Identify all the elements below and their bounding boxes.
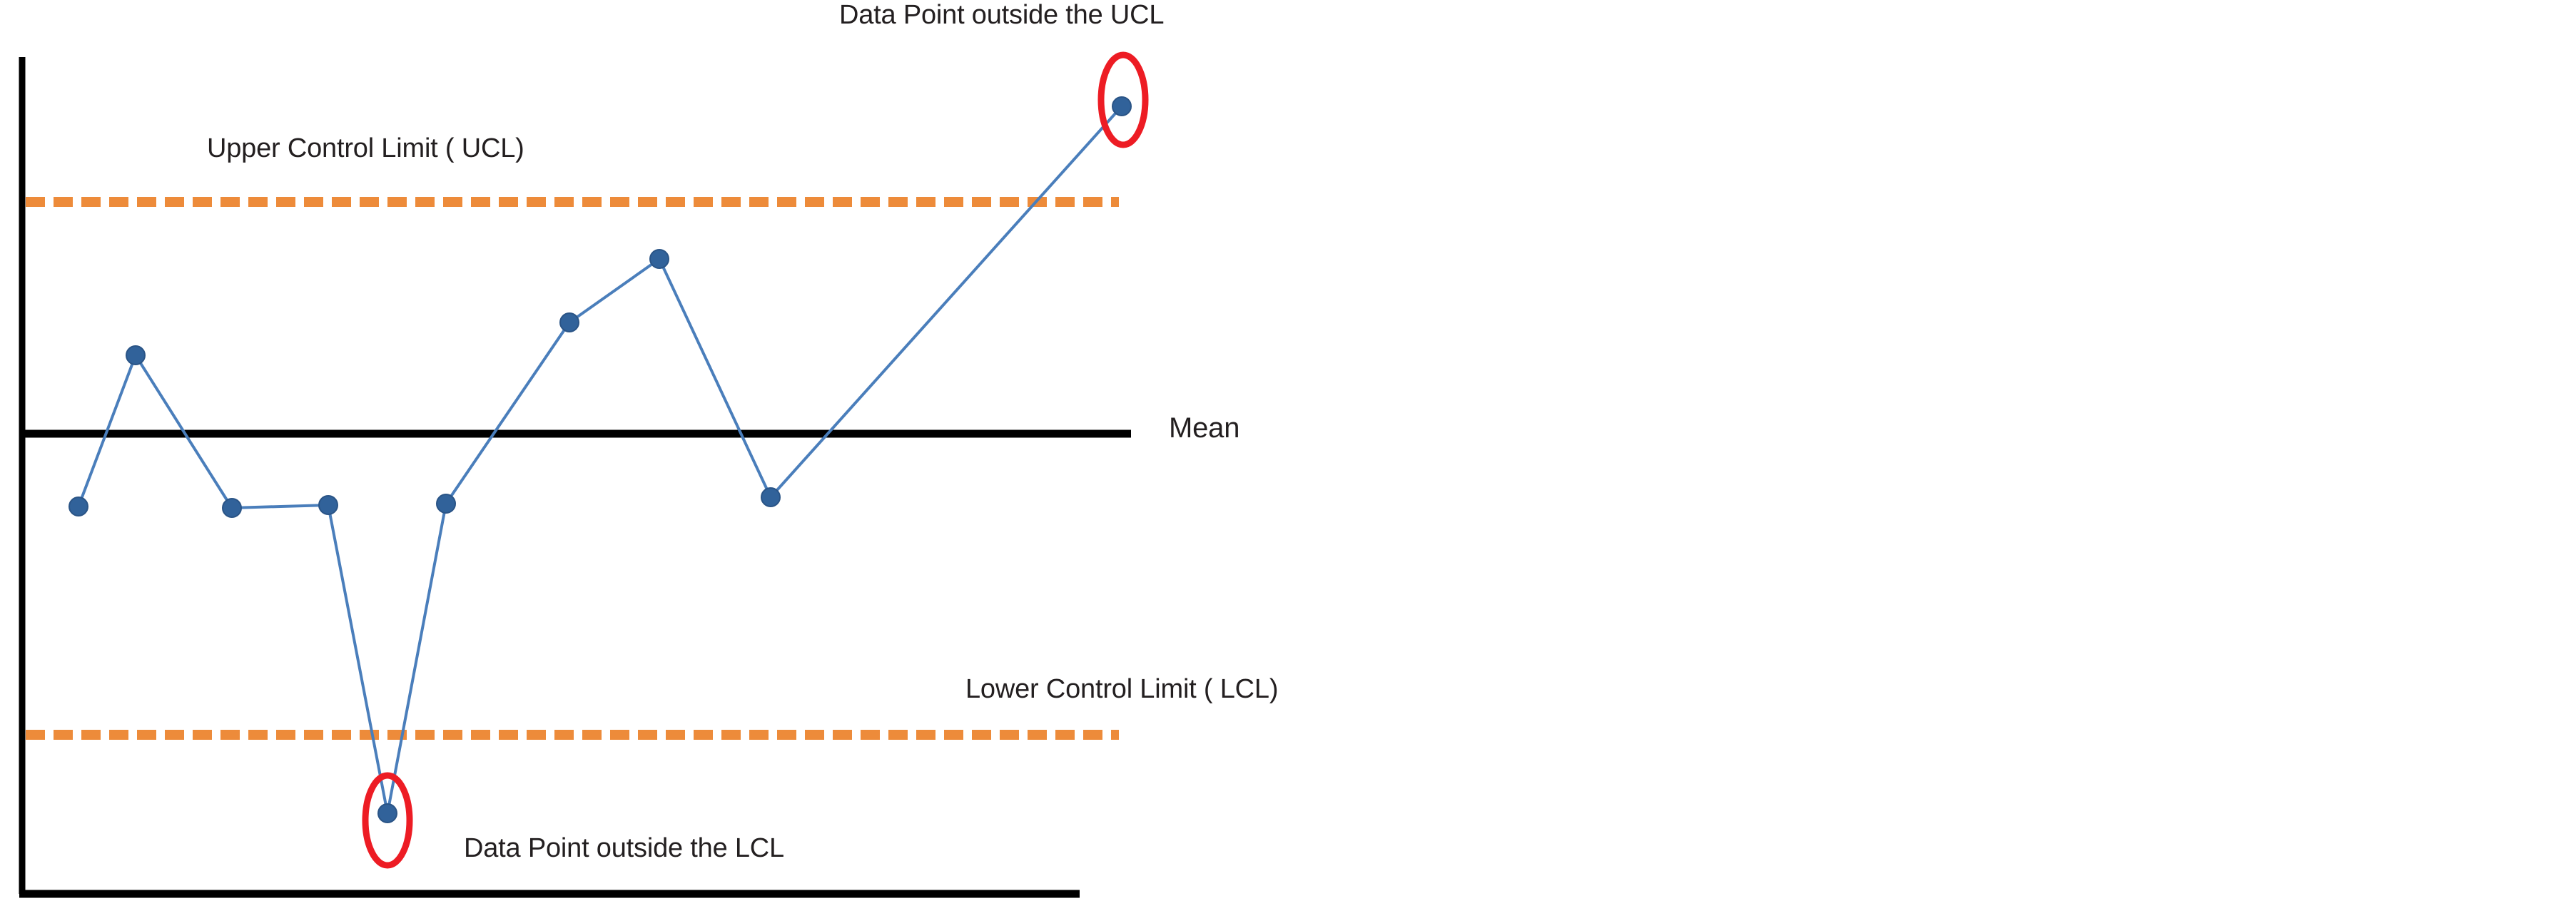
- data-point-marker[interactable]: [126, 345, 146, 365]
- data-point-marker[interactable]: [222, 498, 242, 518]
- outlier-highlight-ucl-ellipse: [1097, 51, 1149, 148]
- data-point-markers: [69, 96, 1132, 823]
- data-point-marker[interactable]: [559, 312, 579, 332]
- control-chart: Upper Control Limit ( UCL) Lower Control…: [0, 0, 1278, 901]
- data-series-line: [77, 105, 1123, 815]
- lower-control-limit-label: Lower Control Limit ( LCL): [965, 674, 1279, 704]
- outlier-highlight-lcl-ellipse: [362, 772, 413, 869]
- outlier-lcl-annotation-label: Data Point outside the LCL: [464, 833, 784, 863]
- upper-control-limit-label: Upper Control Limit ( UCL): [207, 133, 524, 163]
- data-point-marker[interactable]: [436, 494, 456, 514]
- data-point-marker[interactable]: [649, 249, 669, 269]
- outlier-ucl-annotation-label: Data Point outside the UCL: [839, 0, 1165, 30]
- data-point-marker-outlier-ucl[interactable]: [1112, 96, 1132, 116]
- data-point-marker[interactable]: [761, 487, 781, 507]
- chart-canvas: [19, 51, 1149, 898]
- data-point-marker[interactable]: [69, 497, 88, 516]
- mean-label: Mean: [1169, 412, 1240, 444]
- data-point-marker-outlier-lcl[interactable]: [377, 803, 397, 823]
- data-point-marker[interactable]: [318, 495, 338, 515]
